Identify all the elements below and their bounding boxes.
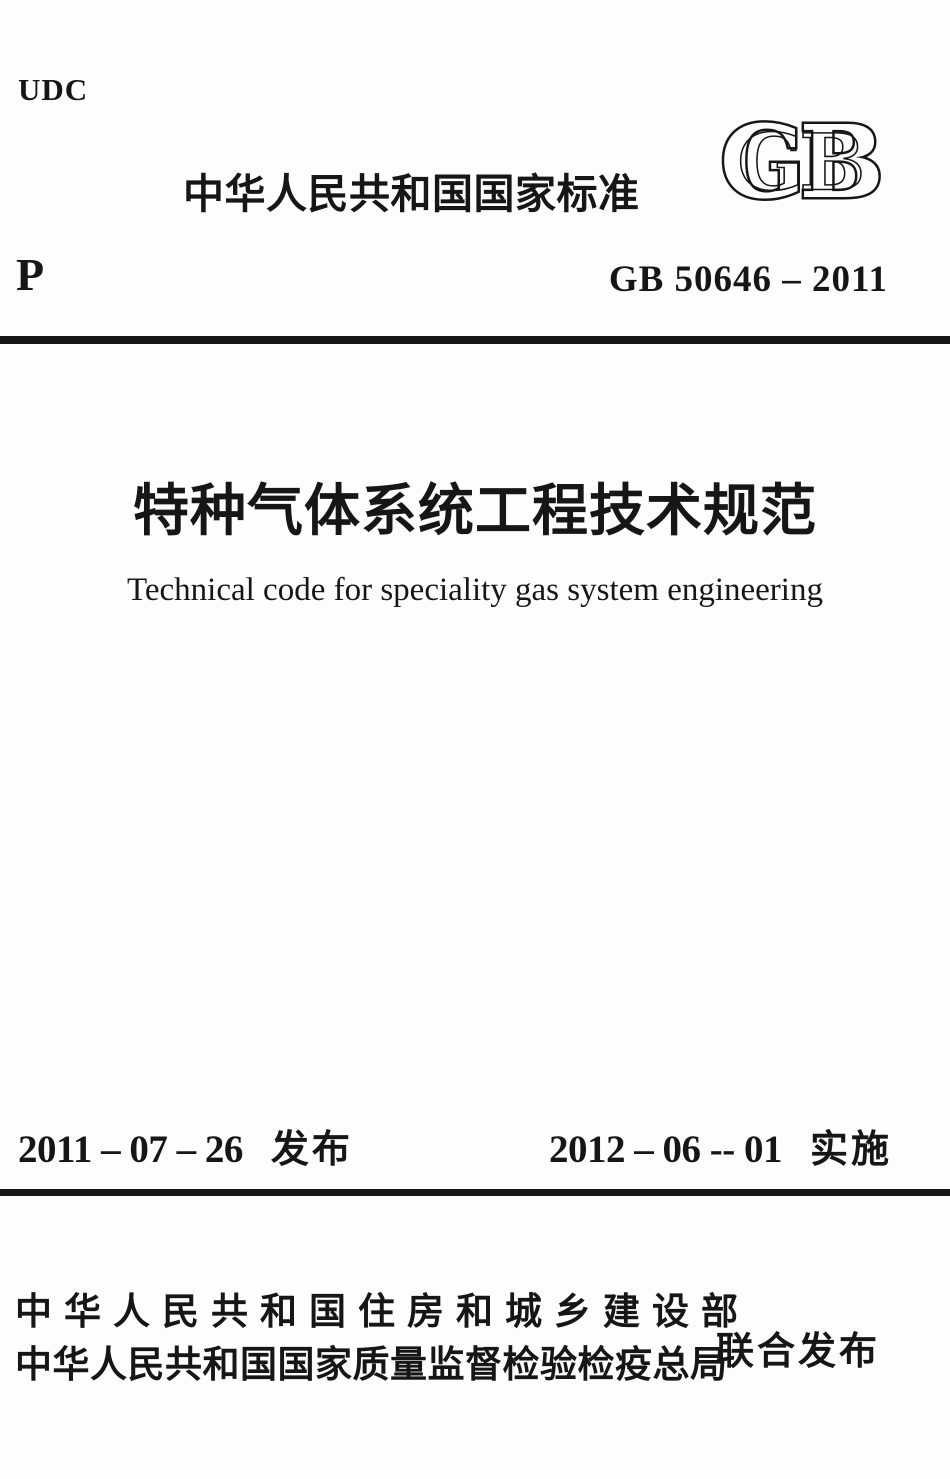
publisher-ministry-of-housing: 中华人民共和国住房和城乡建设部 [15, 1291, 750, 1332]
publishers-block: 中华人民共和国住房和城乡建设部 中华人民共和国国家质量监督检验检疫总局 [15, 1292, 750, 1385]
issue-label: 发布 [270, 1129, 353, 1171]
udc-label: UDC [18, 72, 89, 107]
title-english: Technical code for speciality gas system… [127, 572, 823, 608]
standard-number: GB 50646 – 2011 [608, 259, 888, 300]
title-chinese: 特种气体系统工程技术规范 [133, 481, 817, 543]
gb-logo-icon: GB GB [706, 106, 892, 214]
divider-top [0, 336, 950, 344]
issue-date: 2011 – 07 – 26 [18, 1128, 243, 1171]
national-standard-header: 中华人民共和国国家标准 [183, 171, 640, 217]
gb-logo-text-outline: GB [720, 106, 878, 214]
classification-code: P [16, 249, 45, 300]
publisher-quality-supervision: 中华人民共和国国家质量监督检验检疫总局 [15, 1344, 728, 1385]
issue-date-row: 2011 – 07 – 26 发布 [18, 1118, 353, 1173]
gb-logo-text-inner: GB [737, 118, 861, 209]
divider-bottom [0, 1189, 950, 1196]
joint-release-label: 联合发布 [715, 1331, 880, 1373]
implement-date-row: 2012 – 06 -- 01 实施 [549, 1118, 892, 1173]
implement-date: 2012 – 06 -- 01 [549, 1128, 782, 1171]
implement-label: 实施 [809, 1129, 892, 1171]
